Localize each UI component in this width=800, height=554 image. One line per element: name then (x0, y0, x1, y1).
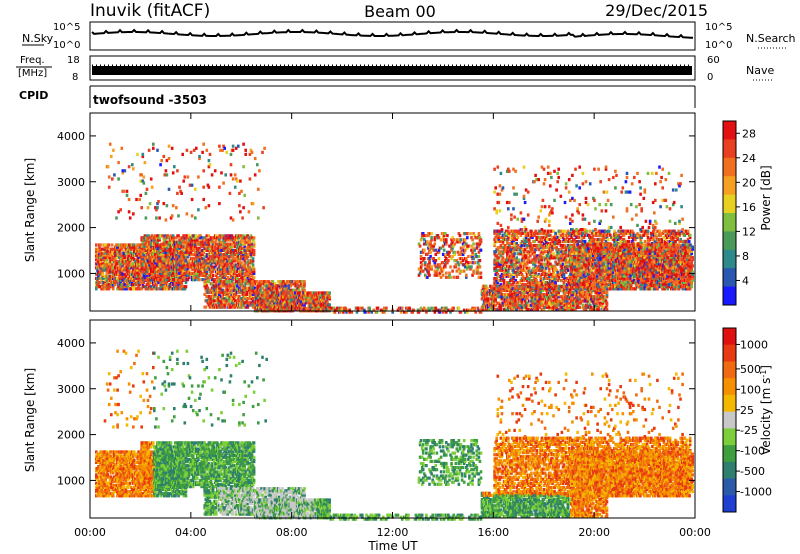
range-cell (95, 243, 98, 246)
freq-unit-label: [MHz] (18, 68, 47, 79)
sky-count-panel: N.Sky 10^5 10^0 10^5 10^0 N.Search (22, 22, 796, 51)
freq-tick-bottom: 8 (72, 72, 78, 83)
range-cell (161, 278, 164, 281)
station-title: Inuvik (fitACF) (90, 1, 210, 21)
range-cell (111, 243, 114, 246)
sky-count-trace (92, 30, 693, 38)
nave-tick-bottom: 0 (707, 72, 713, 83)
beam-title: Beam 00 (364, 2, 436, 21)
freq-panel: Freq. [MHz] 18 8 60 0 Nave (16, 55, 774, 83)
cpid-program: twofsound -3503 (93, 93, 207, 107)
sky-left-tick-top: 10^5 (53, 22, 80, 33)
sky-right-tick-top: 10^5 (705, 22, 732, 33)
sky-left-label: N.Sky (22, 32, 54, 45)
sky-right-label: N.Search (746, 32, 796, 45)
date-title: 29/Dec/2015 (605, 1, 708, 20)
sky-right-tick-bottom: 10^0 (705, 40, 732, 51)
power-data-cells (95, 143, 694, 314)
cpid-label: CPID (19, 89, 48, 102)
range-cell (185, 285, 188, 288)
freq-tick-top: 18 (67, 55, 80, 66)
nave-tick-top: 60 (707, 55, 720, 66)
sky-left-tick-bottom: 10^0 (53, 40, 80, 51)
cpid-panel: CPID twofsound -3503 (19, 86, 695, 108)
range-cell (198, 278, 201, 281)
range-cell (99, 243, 102, 246)
nave-label: Nave (746, 64, 774, 77)
radar-summary-figure: Inuvik (fitACF) Beam 00 29/Dec/2015 N.Sk… (0, 0, 800, 554)
range-cell (108, 243, 111, 246)
range-cell (185, 281, 188, 284)
freq-label: Freq. (20, 55, 45, 66)
